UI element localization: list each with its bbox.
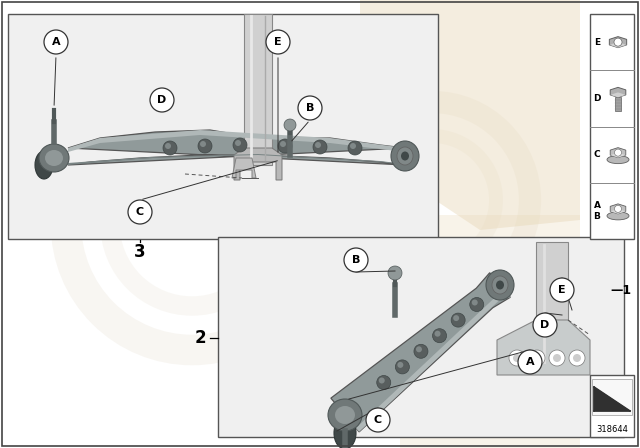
Circle shape (377, 375, 391, 389)
Circle shape (366, 408, 390, 432)
Circle shape (198, 139, 212, 153)
Polygon shape (331, 273, 510, 432)
Text: C: C (136, 207, 144, 217)
Circle shape (614, 38, 622, 46)
Circle shape (315, 142, 321, 148)
FancyBboxPatch shape (536, 242, 568, 370)
Ellipse shape (607, 212, 629, 220)
Circle shape (128, 200, 152, 224)
Ellipse shape (45, 150, 63, 166)
Polygon shape (594, 387, 630, 411)
FancyBboxPatch shape (590, 14, 634, 239)
Ellipse shape (397, 147, 413, 165)
Polygon shape (234, 148, 282, 180)
Text: B: B (352, 255, 360, 265)
Text: E: E (594, 38, 600, 47)
Circle shape (509, 350, 525, 366)
Circle shape (278, 139, 292, 153)
Ellipse shape (35, 151, 53, 179)
Ellipse shape (39, 144, 69, 172)
Text: E: E (274, 37, 282, 47)
Polygon shape (68, 130, 405, 152)
Text: D: D (593, 94, 601, 103)
Text: D: D (157, 95, 166, 105)
Circle shape (298, 96, 322, 120)
Text: 2: 2 (194, 329, 206, 347)
Circle shape (235, 140, 241, 146)
Circle shape (433, 329, 447, 343)
Circle shape (513, 354, 521, 362)
Text: E: E (558, 285, 566, 295)
Circle shape (150, 88, 174, 112)
FancyBboxPatch shape (8, 14, 438, 239)
Circle shape (533, 313, 557, 337)
Circle shape (614, 149, 621, 156)
Circle shape (518, 350, 542, 374)
Polygon shape (609, 37, 627, 47)
Polygon shape (610, 209, 626, 214)
Circle shape (414, 345, 428, 358)
FancyBboxPatch shape (592, 379, 632, 415)
FancyBboxPatch shape (218, 237, 624, 437)
Polygon shape (610, 153, 626, 158)
FancyBboxPatch shape (615, 97, 621, 112)
Polygon shape (610, 92, 626, 97)
Ellipse shape (486, 270, 514, 300)
Polygon shape (360, 0, 580, 230)
Text: C: C (594, 150, 600, 159)
Circle shape (453, 315, 459, 321)
Polygon shape (68, 154, 405, 165)
Circle shape (435, 331, 440, 337)
Circle shape (553, 354, 561, 362)
Circle shape (165, 143, 171, 149)
Ellipse shape (334, 417, 356, 448)
Polygon shape (356, 293, 510, 432)
Circle shape (280, 141, 286, 147)
Circle shape (529, 350, 545, 366)
Circle shape (451, 313, 465, 327)
Circle shape (200, 141, 206, 147)
Circle shape (44, 30, 68, 54)
Text: D: D (540, 320, 550, 330)
Circle shape (233, 138, 247, 152)
FancyBboxPatch shape (244, 14, 272, 165)
Circle shape (388, 266, 402, 280)
Circle shape (350, 143, 356, 149)
Text: C: C (374, 415, 382, 425)
Circle shape (163, 141, 177, 155)
Ellipse shape (401, 151, 409, 160)
Circle shape (416, 346, 422, 352)
Circle shape (550, 278, 574, 302)
Circle shape (396, 360, 410, 374)
Ellipse shape (391, 141, 419, 171)
Circle shape (266, 30, 290, 54)
Polygon shape (68, 130, 405, 165)
Polygon shape (610, 148, 626, 158)
Text: A: A (52, 37, 60, 47)
Circle shape (573, 354, 581, 362)
Polygon shape (497, 320, 590, 375)
Circle shape (614, 205, 621, 212)
FancyBboxPatch shape (590, 375, 634, 437)
Polygon shape (400, 215, 580, 448)
Text: 3: 3 (134, 243, 146, 261)
Circle shape (313, 140, 327, 154)
Polygon shape (610, 204, 626, 214)
Circle shape (348, 141, 362, 155)
Polygon shape (609, 42, 627, 47)
Polygon shape (610, 87, 626, 97)
Circle shape (344, 248, 368, 272)
Ellipse shape (335, 406, 355, 424)
Text: —1: —1 (610, 284, 631, 297)
Circle shape (397, 362, 403, 368)
Circle shape (549, 350, 565, 366)
Text: A: A (525, 357, 534, 367)
Circle shape (470, 297, 484, 311)
Ellipse shape (492, 276, 508, 294)
Circle shape (533, 354, 541, 362)
Polygon shape (232, 158, 256, 178)
Text: B: B (306, 103, 314, 113)
Circle shape (284, 119, 296, 131)
Ellipse shape (328, 399, 362, 431)
